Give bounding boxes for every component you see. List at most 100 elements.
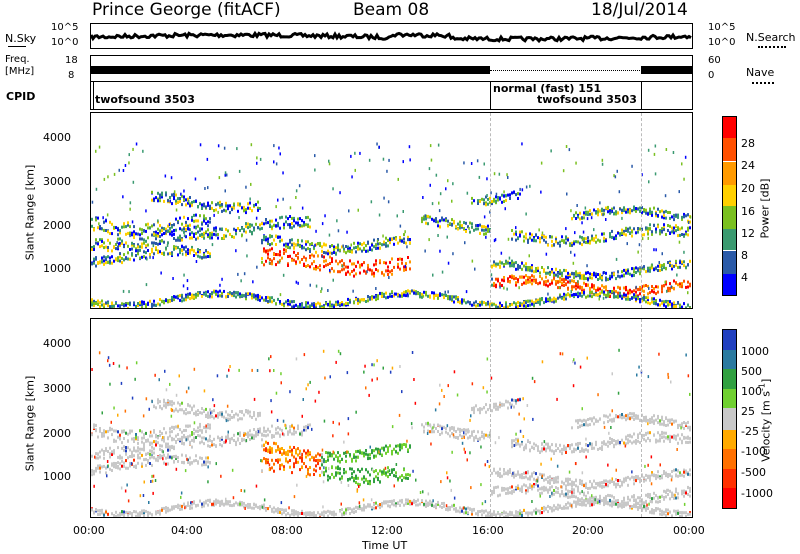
data-pixel: [671, 303, 673, 307]
data-pixel: [347, 450, 349, 454]
data-pixel: [205, 426, 207, 430]
data-pixel: [149, 443, 151, 447]
data-speck: [183, 273, 185, 277]
data-pixel: [499, 304, 501, 308]
data-pixel: [325, 466, 327, 470]
data-pixel: [141, 511, 143, 515]
data-pixel: [663, 489, 665, 493]
data-pixel: [597, 481, 599, 485]
data-pixel: [107, 238, 109, 242]
data-pixel: [487, 202, 489, 206]
data-speck: [540, 161, 543, 165]
data-pixel: [205, 290, 207, 294]
data-pixel: [349, 477, 351, 481]
data-pixel: [511, 229, 513, 232]
data-pixel: [191, 218, 193, 222]
data-pixel: [567, 273, 569, 277]
noise-right-label: N.Search: [746, 31, 796, 44]
data-pixel: [289, 425, 291, 429]
data-pixel: [449, 222, 451, 226]
data-pixel: [305, 303, 307, 307]
data-pixel: [185, 253, 187, 257]
data-pixel: [569, 243, 571, 247]
data-pixel: [101, 299, 103, 303]
data-pixel: [315, 306, 317, 308]
data-pixel: [395, 236, 397, 239]
data-pixel: [313, 306, 315, 308]
data-pixel: [233, 414, 235, 417]
data-pixel: [283, 223, 285, 227]
data-pixel: [329, 262, 331, 265]
data-pixel: [251, 416, 253, 419]
data-pixel: [557, 241, 559, 245]
data-pixel: [101, 238, 103, 242]
data-speck: [164, 231, 167, 235]
data-pixel: [649, 474, 651, 478]
data-pixel: [121, 429, 123, 433]
data-pixel: [191, 431, 193, 434]
data-pixel: [471, 196, 473, 200]
data-pixel: [113, 449, 115, 453]
data-speck: [404, 230, 406, 234]
data-pixel: [539, 281, 541, 285]
data-pixel: [637, 414, 639, 418]
data-pixel: [111, 232, 113, 236]
data-pixel: [589, 294, 591, 298]
data-pixel: [313, 304, 315, 308]
data-speck: [218, 176, 221, 180]
data-pixel: [679, 423, 681, 427]
data-pixel: [681, 282, 683, 286]
data-pixel: [581, 286, 583, 289]
data-pixel: [173, 295, 175, 299]
data-pixel: [637, 288, 639, 292]
data-pixel: [135, 232, 137, 236]
data-pixel: [307, 451, 309, 455]
data-pixel: [595, 240, 597, 244]
data-pixel: [445, 219, 447, 223]
data-pixel: [265, 447, 267, 451]
data-pixel: [555, 478, 557, 481]
data-pixel: [343, 303, 345, 307]
data-pixel: [371, 243, 373, 247]
data-pixel: [421, 293, 423, 296]
data-pixel: [325, 263, 327, 267]
data-speck: [277, 198, 279, 202]
data-pixel: [187, 295, 189, 299]
data-pixel: [251, 433, 253, 437]
data-speck: [186, 279, 189, 283]
data-pixel: [327, 263, 329, 267]
data-pixel: [271, 242, 273, 246]
data-pixel: [129, 511, 131, 515]
data-pixel: [587, 498, 589, 502]
data-pixel: [313, 456, 315, 460]
data-pixel: [95, 469, 97, 473]
data-pixel: [205, 407, 207, 411]
data-pixel: [295, 260, 297, 264]
data-pixel: [103, 262, 105, 266]
data-pixel: [263, 433, 265, 437]
data-pixel: [669, 300, 671, 304]
data-pixel: [671, 491, 673, 495]
data-pixel: [137, 252, 139, 256]
data-pixel: [431, 217, 433, 221]
data-pixel: [289, 223, 291, 227]
data-pixel: [245, 222, 247, 226]
data-speck: [538, 228, 540, 232]
data-pixel: [545, 449, 547, 453]
data-pixel: [283, 226, 285, 230]
data-pixel: [213, 409, 215, 413]
data-pixel: [655, 500, 657, 504]
data-pixel: [187, 424, 189, 428]
data-pixel: [293, 300, 295, 303]
data-pixel: [641, 413, 643, 417]
data-pixel: [141, 453, 143, 457]
data-pixel: [175, 193, 177, 197]
data-pixel: [297, 453, 299, 457]
data-pixel: [185, 293, 187, 297]
data-pixel: [287, 242, 289, 246]
data-pixel: [161, 456, 163, 459]
data-pixel: [441, 427, 443, 431]
data-pixel: [499, 472, 501, 476]
data-pixel: [197, 413, 199, 416]
data-pixel: [661, 287, 663, 291]
